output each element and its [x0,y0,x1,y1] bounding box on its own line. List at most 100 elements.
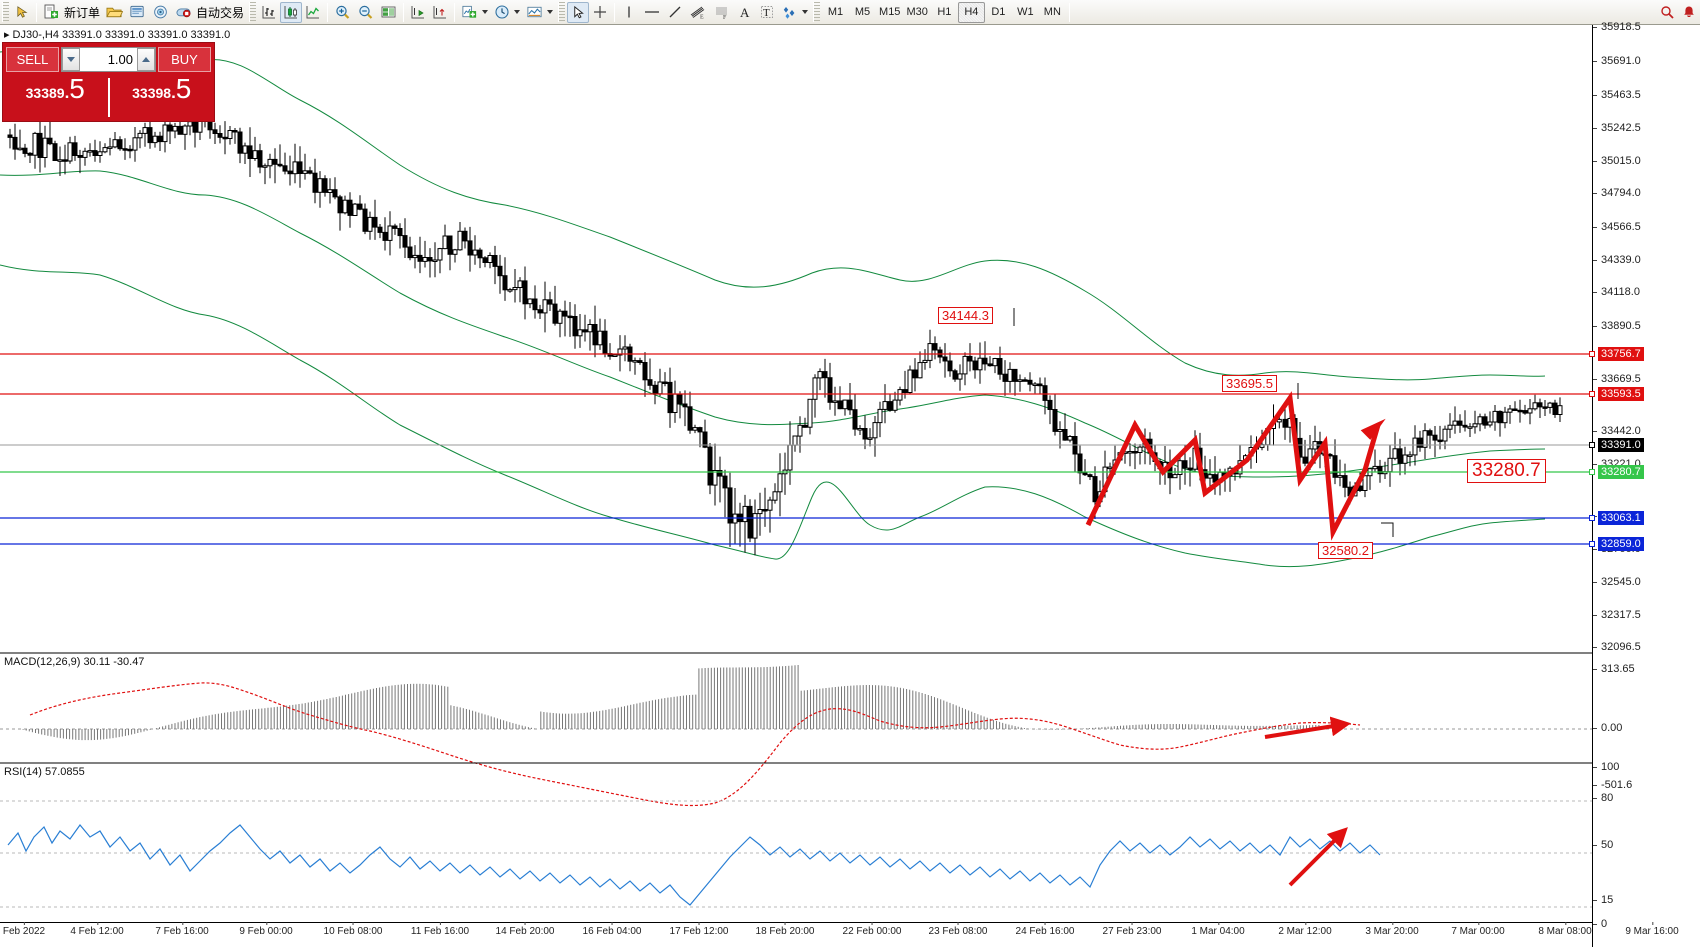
channel-icon[interactable]: E [686,2,710,23]
templates-dropdown-caret[interactable] [547,10,554,14]
annotation-32580[interactable]: 32580.2 [1318,542,1373,559]
templates-icon[interactable] [523,2,546,23]
time-axis[interactable]: Feb 2022 4 Feb 12:00 7 Feb 16:00 9 Feb 00:0… [0,922,1679,947]
candlestick-series [7,105,1563,556]
text-box-icon[interactable]: T [756,2,778,23]
horizontal-line-icon[interactable] [640,2,664,23]
sell-price[interactable]: 33389 . 5 [3,75,108,120]
candle-body [1077,453,1083,474]
timeframe-toolbar-grip[interactable] [813,2,821,22]
timeframe-m5[interactable]: M5 [854,6,871,18]
volume-value[interactable]: 1.00 [107,51,133,67]
annotation-34144[interactable]: 34144.3 [938,307,993,324]
candle-body [27,152,33,156]
candle-body [392,225,398,229]
timeframe-w1[interactable]: W1 [1017,6,1034,18]
candle-body [662,381,668,384]
fibonacci-icon[interactable]: F [710,2,734,23]
vertical-line-icon[interactable] [618,2,640,23]
cursor-tool-icon[interactable] [11,2,33,23]
price-label-resistance[interactable]: 33593.5 [1598,387,1644,401]
periods-dropdown-caret[interactable] [514,10,521,14]
auto-trading-button[interactable]: 自动交易 [172,2,247,23]
candle-body [482,257,488,264]
timeframe-h1[interactable]: H1 [937,6,952,18]
price-axis[interactable]: 35918.5 35691.0 35463.5 35242.5 35015.0 34794… [1589,21,1700,947]
time-tick: 8 Mar 08:00 [1538,922,1592,937]
zoom-in-icon[interactable] [331,2,354,23]
sell-price-dot: . [64,83,70,102]
tile-windows-icon[interactable] [377,2,400,23]
timeframe-h4[interactable]: H4 [957,1,985,23]
toolbar-grip[interactable] [2,2,9,22]
bollinger-bands [0,49,1546,568]
candle-body [387,225,393,241]
timeframe-m15[interactable]: M15 [879,6,901,18]
price-label-support-blue[interactable]: 32859.0 [1598,537,1644,551]
timeframe-m30[interactable]: M30 [906,6,928,18]
candlestick-chart-icon[interactable] [280,1,303,23]
charts-toolbar-grip[interactable] [249,2,257,22]
price-label-last-price[interactable]: 33391.0 [1598,438,1644,452]
clock-icon[interactable] [491,2,513,23]
auto-trading-label: 自动交易 [196,5,245,20]
one-click-trading-panel[interactable]: SELL 1.00 BUY 33389 . 5 33398 . 5 [2,42,215,122]
market-watch-icon[interactable] [126,2,149,23]
buy-button[interactable]: BUY [158,46,211,72]
price-label-support-blue[interactable]: 33063.1 [1598,511,1644,525]
shapes-icon[interactable] [778,2,801,23]
price-line-handle[interactable] [1589,515,1595,521]
new-order-button[interactable]: 新订单 [40,2,103,23]
candle-body [397,228,403,237]
folder-icon[interactable] [103,2,126,23]
timeframe-d1[interactable]: D1 [991,6,1006,18]
bar-chart-icon[interactable] [258,2,280,23]
shapes-dropdown-caret[interactable] [802,10,809,14]
timeframe-mn[interactable]: MN [1043,6,1061,18]
sell-button[interactable]: SELL [6,46,59,72]
chart-shift-icon[interactable] [429,2,451,23]
trendline-icon[interactable] [664,2,686,23]
buy-price[interactable]: 33398 . 5 [110,75,215,120]
search-icon[interactable] [1656,2,1678,23]
price-line-handle[interactable] [1589,442,1595,448]
zoom-out-icon[interactable] [354,2,377,23]
candle-body [947,360,953,372]
crosshair-icon[interactable] [589,2,611,23]
candle-body [1342,475,1348,488]
volume-increase-button[interactable] [137,47,155,71]
volume-decrease-button[interactable] [62,47,80,71]
candle-body [1402,454,1408,464]
line-chart-icon[interactable] [302,2,324,23]
candle-body [17,147,23,151]
chart-collapse-arrow[interactable]: ▸ [4,29,10,41]
linestudies-toolbar-grip[interactable] [558,2,566,22]
price-line-handle[interactable] [1589,391,1595,397]
plot-area[interactable]: 34144.3 33695.5 32580.2 33280.7 MACD(12,… [0,25,1592,947]
candle-body [872,422,878,439]
rsi-caption: RSI(14) 57.0855 [2,766,87,778]
arrow-cursor-icon[interactable] [567,1,590,23]
annotation-33695[interactable]: 33695.5 [1222,375,1277,392]
candle-body [352,203,358,217]
bell-icon[interactable] [1678,2,1700,23]
rsi-panel [0,762,1592,908]
indicators-icon[interactable] [458,2,481,23]
candle-body [177,125,183,135]
volume-stepper[interactable]: 1.00 [61,46,156,72]
timeframe-m1[interactable]: M1 [827,6,844,18]
navigator-icon[interactable] [149,2,172,23]
chart-window[interactable]: ▸ DJ30-,H4 33391.0 33391.0 33391.0 33391.… [0,21,1700,947]
candle-body [522,280,528,305]
indicators-dropdown-caret[interactable] [482,10,489,14]
candle-body [1392,448,1398,459]
candle-body [1487,421,1493,426]
price-line-handle[interactable] [1589,351,1595,357]
annotation-33280-big[interactable]: 33280.7 [1467,459,1546,483]
price-label-resistance[interactable]: 33756.7 [1598,347,1644,361]
price-line-handle[interactable] [1589,469,1595,475]
price-label-support-green[interactable]: 33280.7 [1598,465,1644,479]
price-line-handle[interactable] [1589,541,1595,547]
text-icon[interactable]: A [734,2,756,23]
auto-scroll-icon[interactable] [407,2,429,23]
